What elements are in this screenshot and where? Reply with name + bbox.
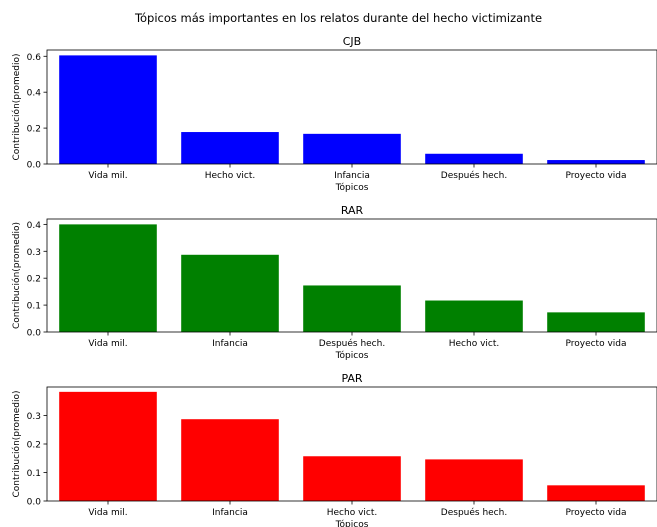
chart-2-bar-2 (303, 456, 401, 501)
chart-2-bar-0 (59, 391, 157, 501)
chart-0-ytick-label-2: 0.4 (27, 89, 42, 99)
chart-1-bar-3 (425, 300, 523, 332)
chart-2-ytick-label-1: 0.1 (27, 469, 41, 479)
chart-0-xtick-label-3: Después hech. (441, 170, 507, 181)
chart-2-bar-1 (181, 419, 279, 501)
chart-1-ylabel: Contribución(promedio) (11, 222, 22, 329)
chart-0-xtick-label-2: Infancia (334, 171, 370, 181)
chart-0-ytick-label-0: 0.0 (27, 161, 42, 171)
chart-2-bar-3 (425, 459, 523, 501)
chart-0-xtick-label-1: Hecho vict. (205, 171, 256, 181)
figure-title: Tópicos más importantes en los relatos d… (134, 11, 543, 25)
chart-2-xtick-label-4: Proyecto vida (565, 508, 626, 518)
chart-1-ytick-label-0: 0.0 (27, 329, 42, 339)
chart-1-ytick-label-4: 0.4 (27, 221, 42, 231)
chart-1-xtick-label-4: Proyecto vida (565, 339, 626, 349)
chart-1-bar-2 (303, 285, 401, 332)
chart-2-ytick-label-0: 0.0 (27, 498, 42, 508)
chart-2-title: PAR (341, 372, 362, 385)
chart-1-bar-0 (59, 224, 157, 332)
chart-0-title: CJB (343, 35, 361, 48)
chart-1-xtick-label-0: Vida mil. (88, 339, 127, 349)
chart-2-xtick-label-3: Después hech. (441, 507, 507, 518)
chart-0-bar-0 (59, 55, 157, 164)
chart-1-title: RAR (341, 204, 364, 217)
chart-0-ytick-label-3: 0.6 (27, 53, 42, 63)
chart-0-bar-1 (181, 132, 279, 164)
chart-1-ytick-label-1: 0.1 (27, 302, 41, 312)
chart-0-xtick-label-0: Vida mil. (88, 171, 127, 181)
chart-1-ytick-label-3: 0.3 (27, 248, 41, 258)
chart-0-bar-2 (303, 133, 401, 164)
chart-0-ylabel: Contribución(promedio) (11, 53, 22, 160)
chart-2-xlabel: Tópicos (335, 519, 369, 527)
chart-2-ytick-label-3: 0.3 (27, 412, 41, 422)
chart-0-xtick-label-4: Proyecto vida (565, 171, 626, 181)
chart-2-bar-4 (547, 485, 645, 501)
chart-2-xtick-label-1: Infancia (212, 508, 248, 518)
chart-0-bar-3 (425, 153, 523, 164)
chart-2-xtick-label-0: Vida mil. (88, 508, 127, 518)
chart-1-bar-1 (181, 254, 279, 332)
chart-1-xlabel: Tópicos (335, 350, 369, 361)
chart-0-ytick-label-1: 0.2 (27, 125, 41, 135)
chart-0-bar-4 (547, 160, 645, 164)
chart-2-xtick-label-2: Hecho vict. (327, 508, 378, 518)
chart-2-ytick-label-2: 0.2 (27, 441, 41, 451)
chart-0-xlabel: Tópicos (335, 182, 369, 193)
chart-1-xtick-label-1: Infancia (212, 339, 248, 349)
chart-1-xtick-label-3: Hecho vict. (449, 339, 500, 349)
chart-1-ytick-label-2: 0.2 (27, 275, 41, 285)
chart-2-ylabel: Contribución(promedio) (11, 390, 22, 497)
chart-1-xtick-label-2: Después hech. (319, 338, 385, 349)
chart-1-bar-4 (547, 312, 645, 332)
